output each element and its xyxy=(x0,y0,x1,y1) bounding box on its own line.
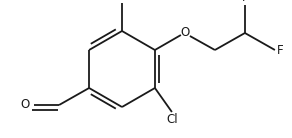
Text: Cl: Cl xyxy=(116,0,128,2)
Text: F: F xyxy=(277,43,284,56)
Text: O: O xyxy=(180,26,190,39)
Text: F: F xyxy=(241,0,248,4)
Text: O: O xyxy=(21,99,30,112)
Text: Cl: Cl xyxy=(166,113,178,126)
